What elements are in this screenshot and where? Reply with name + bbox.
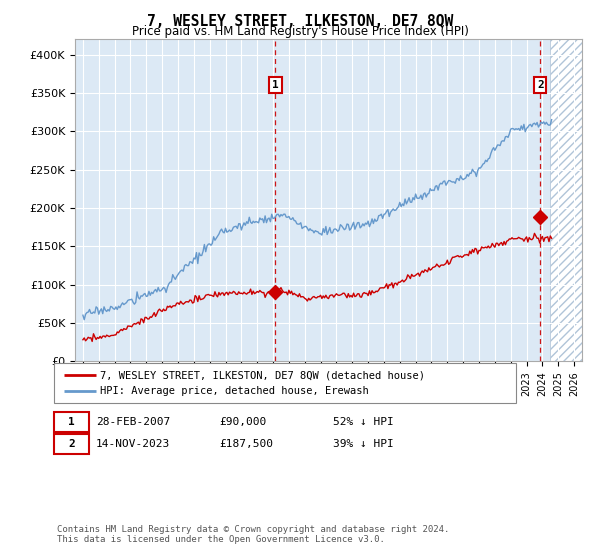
Text: HPI: Average price, detached house, Erewash: HPI: Average price, detached house, Erew… (100, 386, 369, 396)
Text: 1: 1 (272, 80, 279, 90)
Text: 1: 1 (68, 417, 75, 427)
Text: 7, WESLEY STREET, ILKESTON, DE7 8QW: 7, WESLEY STREET, ILKESTON, DE7 8QW (147, 14, 453, 29)
Text: 14-NOV-2023: 14-NOV-2023 (96, 439, 170, 449)
Text: 39% ↓ HPI: 39% ↓ HPI (333, 439, 394, 449)
Bar (550, 39, 590, 361)
Text: 7, WESLEY STREET, ILKESTON, DE7 8QW (detached house): 7, WESLEY STREET, ILKESTON, DE7 8QW (det… (100, 370, 425, 380)
Text: 28-FEB-2007: 28-FEB-2007 (96, 417, 170, 427)
Bar (550, 39, 590, 361)
Text: £90,000: £90,000 (219, 417, 266, 427)
Text: £187,500: £187,500 (219, 439, 273, 449)
Text: 52% ↓ HPI: 52% ↓ HPI (333, 417, 394, 427)
Text: 2: 2 (537, 80, 544, 90)
Text: Price paid vs. HM Land Registry's House Price Index (HPI): Price paid vs. HM Land Registry's House … (131, 25, 469, 38)
Text: 2: 2 (68, 439, 75, 449)
Text: Contains HM Land Registry data © Crown copyright and database right 2024.
This d: Contains HM Land Registry data © Crown c… (57, 525, 449, 544)
